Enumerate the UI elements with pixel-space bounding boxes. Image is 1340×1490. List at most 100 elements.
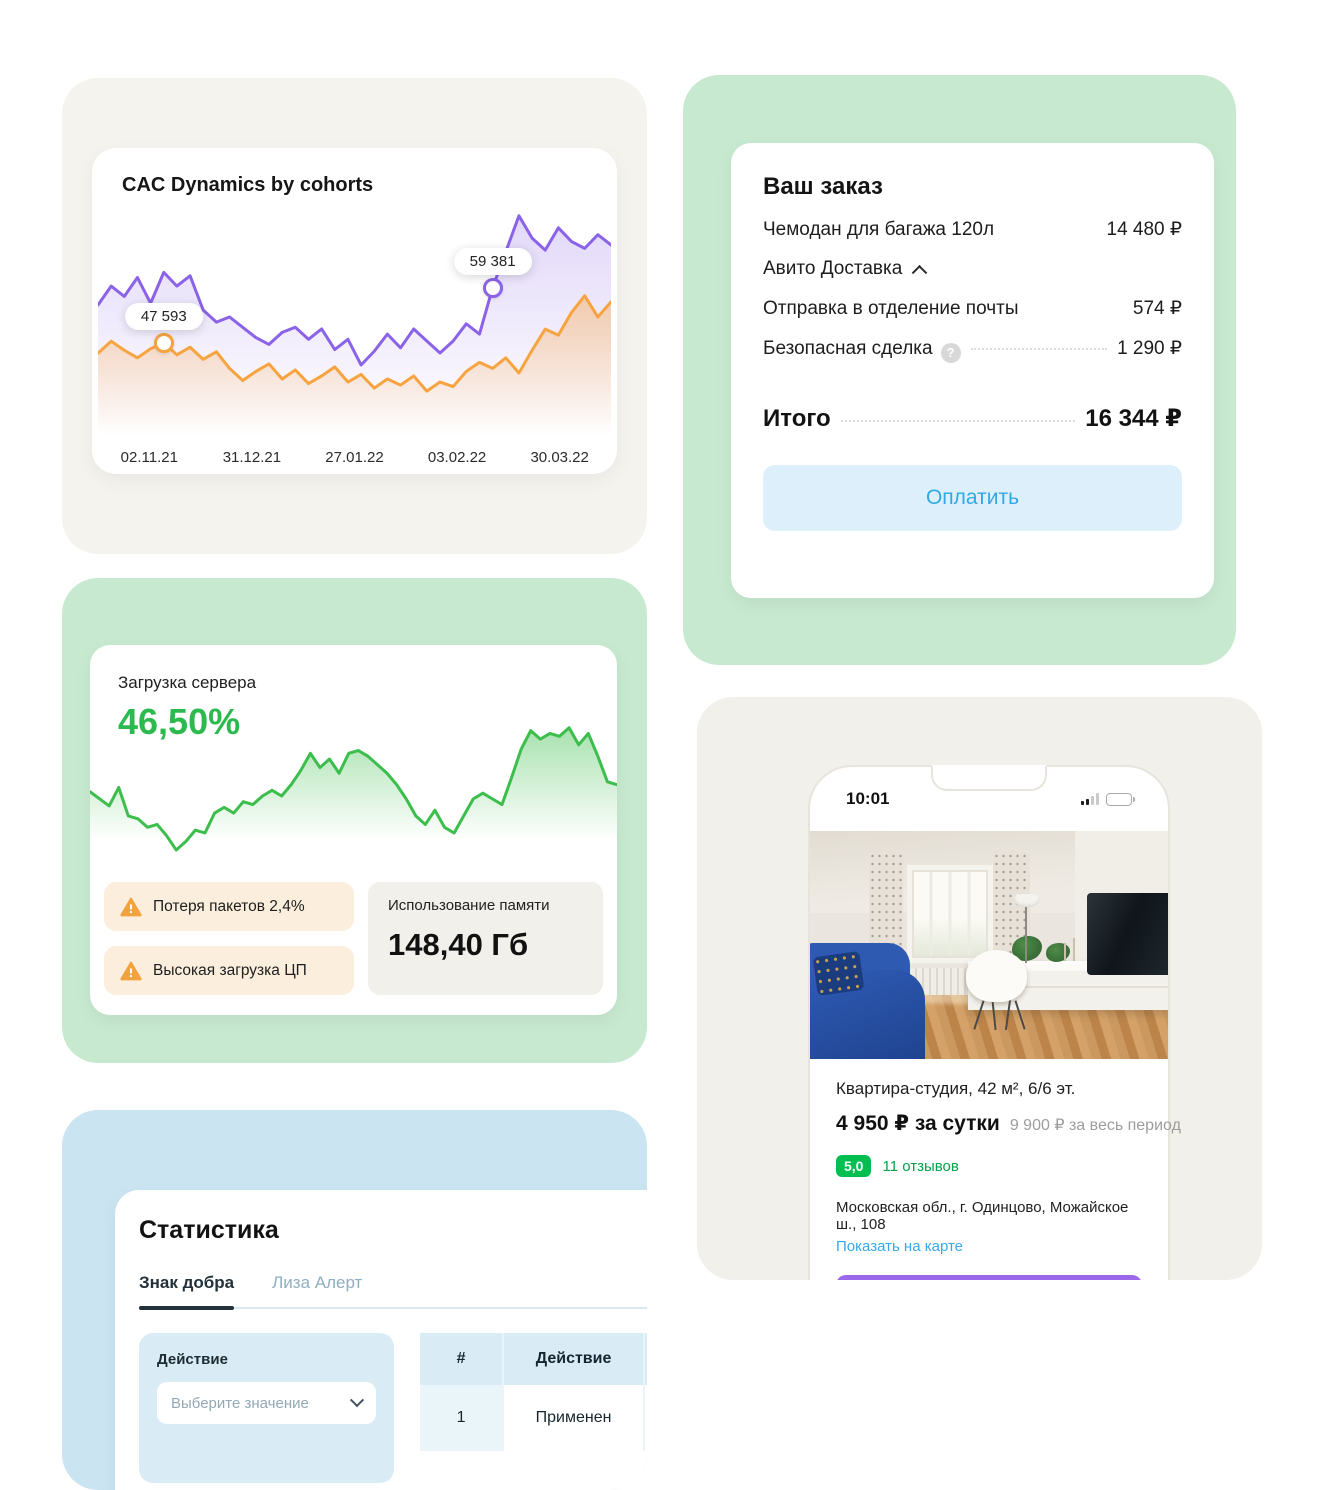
statistics-body: Действие Выберите значение # Действие xyxy=(139,1333,647,1483)
book-button[interactable]: Забронировать на 21.04-23.04 xyxy=(836,1275,1142,1280)
column-header-action: Действие xyxy=(501,1333,645,1385)
photo-candle xyxy=(1073,938,1076,961)
chart-tooltip: 47 593 xyxy=(124,302,203,330)
statistics-title: Статистика xyxy=(139,1216,279,1244)
status-time: 10:01 xyxy=(846,789,890,808)
cac-line-chart: 59 381 47 593 xyxy=(98,204,611,436)
table-header-row: # Действие xyxy=(420,1333,647,1385)
column-header-number: # xyxy=(420,1333,503,1385)
server-alerts-row: Потеря пакетов 2,4% Высокая загрузка ЦП … xyxy=(104,882,603,995)
order-post-label: Отправка в отделение почты xyxy=(763,298,1019,319)
order-row-item: Чемодан для багажа 120л 14 480 ₽ xyxy=(763,218,1182,241)
filter-label: Действие xyxy=(157,1351,228,1368)
rating-badge: 5,0 xyxy=(836,1155,872,1177)
server-load-chart xyxy=(90,703,617,861)
order-row-delivery: Авито Доставка xyxy=(763,258,1182,281)
order-delivery-label: Авито Доставка xyxy=(763,258,903,279)
order-row-safe-deal: Безопасная сделка ? 1 290 ₽ xyxy=(763,337,1182,363)
filter-select-placeholder: Выберите значение xyxy=(171,1394,309,1412)
order-item-price: 14 480 ₽ xyxy=(1106,219,1182,240)
chart-tooltip: 59 381 xyxy=(453,247,532,275)
cac-dynamics-card: CAC Dynamics by cohorts 59 381 47 593 02.… xyxy=(62,78,647,554)
show-on-map-link[interactable]: Показать на карте xyxy=(836,1238,964,1255)
server-load-panel: Загрузка сервера 46,50% Потеря пакетов 2… xyxy=(90,645,617,1015)
order-safe-deal-price: 1 290 ₽ xyxy=(1117,338,1182,359)
photo-lamp-pole xyxy=(1024,901,1027,964)
reviews-link[interactable]: 11 отзывов xyxy=(882,1157,959,1175)
photo-candle xyxy=(1064,942,1067,961)
chevron-down-icon xyxy=(350,1393,365,1408)
order-summary-card: Ваш заказ Чемодан для багажа 120л 14 480… xyxy=(683,75,1236,665)
x-tick: 27.01.22 xyxy=(325,449,384,466)
filter-select[interactable]: Выберите значение xyxy=(157,1382,377,1424)
column-header-skeleton xyxy=(643,1333,647,1385)
warning-icon xyxy=(120,897,142,916)
table-row: 1 Применен xyxy=(420,1385,647,1451)
phone-mockup-card: 10:01 xyxy=(697,697,1262,1280)
dotted-leader xyxy=(970,348,1108,350)
order-title: Ваш заказ xyxy=(763,173,883,200)
photo-window xyxy=(906,865,993,964)
order-safe-deal-label: Безопасная сделка xyxy=(763,338,933,359)
cell-action: Применен xyxy=(501,1385,645,1451)
phone-notch xyxy=(931,765,1047,791)
phone-status-bar: 10:01 xyxy=(810,767,1168,831)
signal-icon xyxy=(1081,793,1099,805)
listing-info: Квартира-студия, 42 м², 6/6 эт. 4 950 ₽ … xyxy=(810,1059,1181,1280)
statistics-panel: Статистика Знак добра Лиза Алерт Действи… xyxy=(115,1190,647,1490)
statistics-tabs: Знак добра Лиза Алерт xyxy=(139,1273,647,1310)
dotted-leader xyxy=(840,420,1076,422)
status-icons xyxy=(1081,792,1135,806)
order-summary-panel: Ваш заказ Чемодан для багажа 120л 14 480… xyxy=(731,143,1214,598)
cell-skeleton xyxy=(643,1385,647,1451)
chart-marker xyxy=(153,332,174,353)
listing-photo xyxy=(810,831,1168,1059)
order-total-value: 16 344 ₽ xyxy=(1085,405,1182,432)
order-total-row: Итого 16 344 ₽ xyxy=(763,404,1182,433)
filter-panel: Действие Выберите значение xyxy=(139,1333,395,1483)
phone-frame: 10:01 xyxy=(808,765,1181,1280)
photo-chair xyxy=(965,949,1027,1002)
alert-text: Потеря пакетов 2,4% xyxy=(153,897,305,915)
x-tick: 03.02.22 xyxy=(427,449,487,466)
server-load-value: 46,50% xyxy=(118,701,241,742)
listing-address: Московская обл., г. Одинцово, Можайское … xyxy=(836,1199,1129,1233)
warning-icon xyxy=(120,961,142,980)
order-item-label: Чемодан для багажа 120л xyxy=(763,219,995,240)
x-tick: 30.03.22 xyxy=(530,449,589,466)
alert-column: Потеря пакетов 2,4% Высокая загрузка ЦП xyxy=(104,882,354,995)
memory-usage-label: Использование памяти xyxy=(388,897,550,914)
cell-number: 1 xyxy=(420,1385,503,1451)
memory-usage-box: Использование памяти 148,40 Гб xyxy=(368,882,603,995)
tab-liza-alert[interactable]: Лиза Алерт xyxy=(272,1273,363,1292)
help-icon[interactable]: ? xyxy=(940,342,961,363)
statistics-card: Статистика Знак добра Лиза Алерт Действи… xyxy=(62,1110,647,1490)
photo-lamp-shade xyxy=(1014,893,1041,907)
cac-chart-title: CAC Dynamics by cohorts xyxy=(122,174,374,196)
order-row-post: Отправка в отделение почты 574 ₽ xyxy=(763,297,1182,320)
listing-rating-row: 5,0 11 отзывов xyxy=(836,1155,1142,1177)
server-load-card: Загрузка сервера 46,50% Потеря пакетов 2… xyxy=(62,578,647,1063)
alert-chip-cpu: Высокая загрузка ЦП xyxy=(104,946,354,995)
chart-marker xyxy=(482,277,503,298)
photo-sideboard-line xyxy=(967,986,1168,989)
x-tick: 02.11.21 xyxy=(120,449,178,466)
server-load-title: Загрузка сервера xyxy=(118,673,257,692)
chevron-up-icon[interactable] xyxy=(912,264,928,281)
photo-tv xyxy=(1087,892,1168,975)
memory-usage-value: 148,40 Гб xyxy=(388,927,529,962)
photo-pillow xyxy=(812,951,865,996)
listing-price-row: 4 950 ₽ за сутки 9 900 ₽ за весь период xyxy=(836,1111,1181,1136)
tab-znak-dobra[interactable]: Знак добра xyxy=(139,1273,235,1310)
order-total-label: Итого xyxy=(763,405,831,432)
listing-title: Квартира-студия, 42 м², 6/6 эт. xyxy=(836,1079,1076,1098)
listing-price: 4 950 ₽ за сутки xyxy=(836,1112,1000,1135)
order-post-price: 574 ₽ xyxy=(1132,298,1182,319)
x-tick: 31.12.21 xyxy=(222,449,282,466)
pay-button[interactable]: Оплатить xyxy=(763,465,1182,531)
cac-dynamics-panel: CAC Dynamics by cohorts 59 381 47 593 02.… xyxy=(92,148,617,474)
alert-chip-packet-loss: Потеря пакетов 2,4% xyxy=(104,882,354,931)
statistics-table: # Действие 1 Применен xyxy=(420,1333,647,1451)
photo-plant xyxy=(1046,942,1071,962)
battery-icon xyxy=(1106,792,1135,806)
